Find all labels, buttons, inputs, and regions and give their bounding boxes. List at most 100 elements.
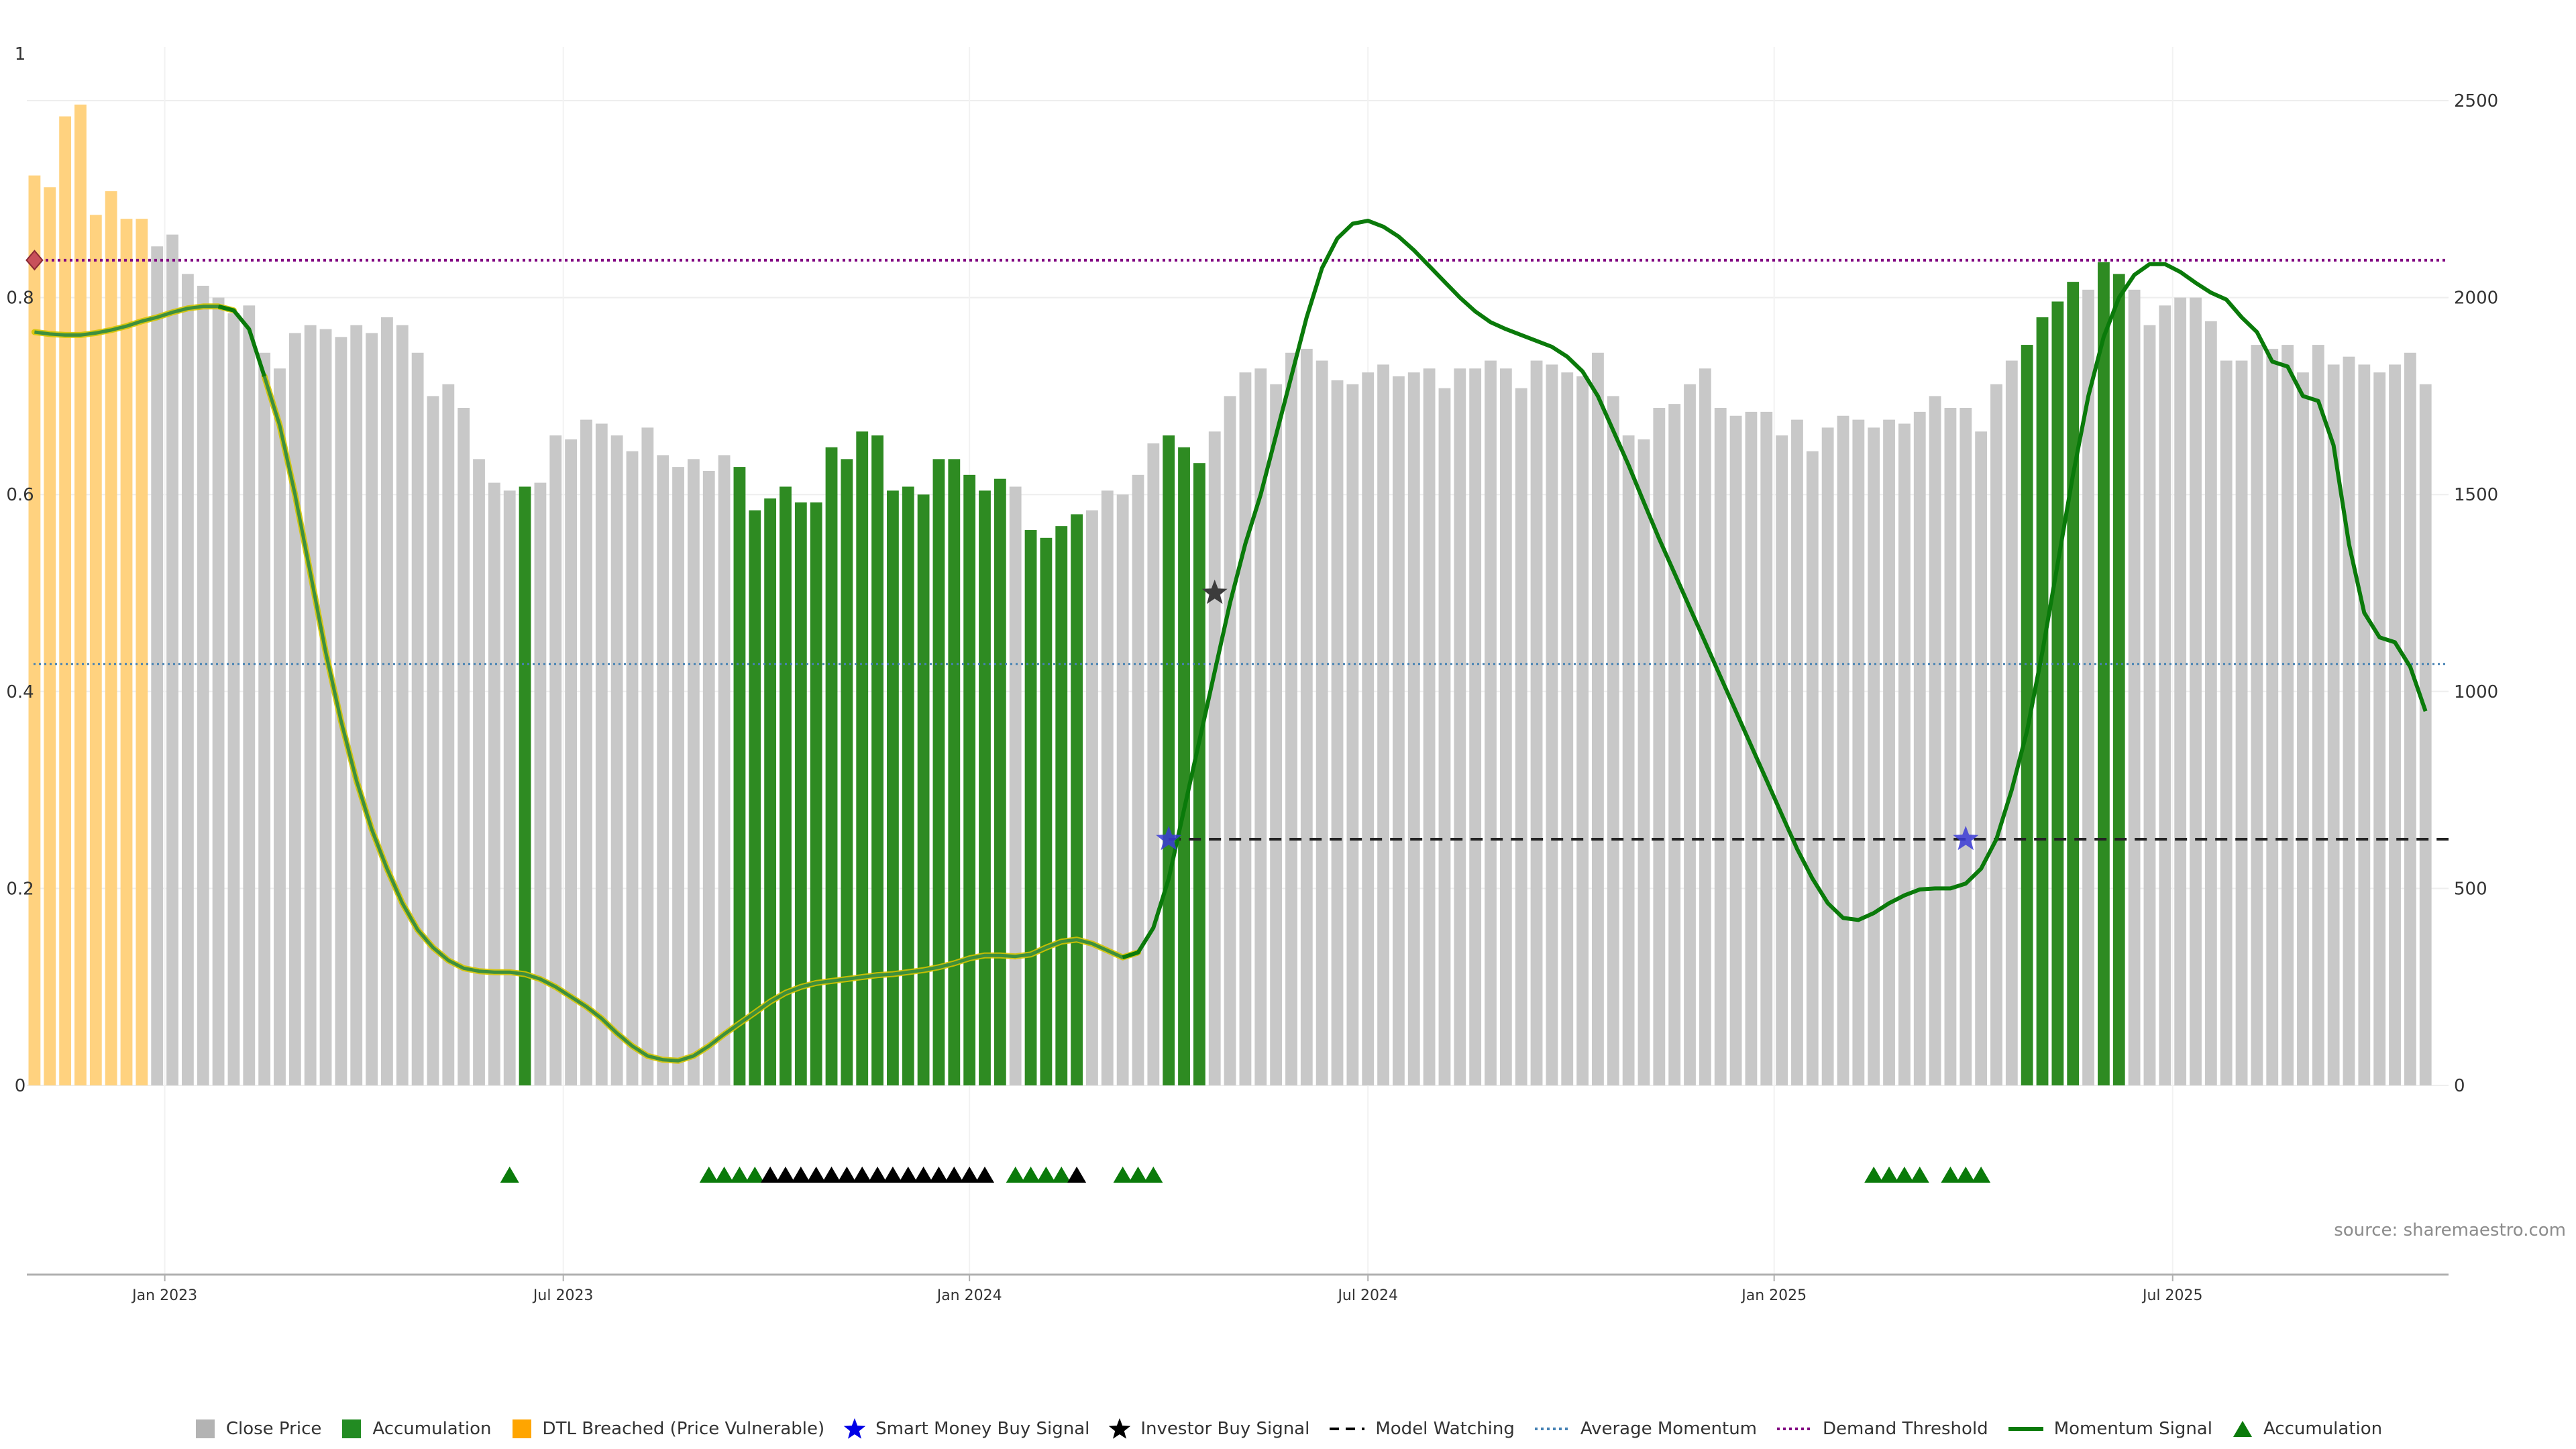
close-price-bar — [2373, 372, 2386, 1086]
close-price-bar — [2312, 345, 2324, 1086]
close-price-bar — [458, 408, 470, 1085]
lines-layer — [31, 219, 2449, 1064]
close-price-bar — [1576, 376, 1589, 1085]
accumulation-triangle — [1894, 1167, 1914, 1183]
close-price-bar — [641, 427, 654, 1085]
right-tick-label: 1500 — [2454, 485, 2498, 505]
legend-label: Accumulation — [2263, 1419, 2383, 1439]
accumulation-bar — [979, 490, 991, 1085]
close-price-bar — [1530, 360, 1543, 1085]
accumulation-triangle-black — [945, 1167, 964, 1183]
right-tick-label: 2000 — [2454, 288, 2498, 309]
close-price-bar — [1407, 372, 1420, 1086]
close-price-bar — [1438, 388, 1451, 1085]
close-price-bar — [1837, 415, 1849, 1085]
momentum-highlight — [261, 373, 1141, 1064]
source-label: source: sharemaestro.com — [2334, 1220, 2566, 1240]
accumulation-bar — [871, 435, 883, 1085]
close-price-bar — [2343, 356, 2355, 1086]
left-tick-label: 0 — [15, 1076, 26, 1096]
close-price-bar — [1546, 364, 1558, 1085]
legend-label: Smart Money Buy Signal — [875, 1419, 1090, 1439]
close-price-bar — [1270, 384, 1283, 1086]
legend-swatch — [342, 1419, 362, 1438]
left-tick-label: 0.8 — [6, 288, 34, 309]
dtl-breached-bar — [136, 219, 148, 1085]
close-price-bar — [1009, 486, 1022, 1085]
close-price-bar — [1776, 435, 1788, 1085]
close-price-bar — [274, 368, 286, 1085]
close-price-bar — [366, 333, 378, 1085]
close-price-bar — [1454, 368, 1466, 1085]
demand-threshold-marker — [25, 250, 44, 271]
close-price-bar — [411, 352, 424, 1085]
dtl-breached-bar — [44, 187, 56, 1086]
close-price-bar — [1607, 396, 1619, 1085]
accumulation-bar — [1193, 463, 1205, 1085]
accumulation-triangle — [1972, 1167, 1991, 1183]
accumulation-bar — [1024, 530, 1037, 1085]
close-price-bar — [1316, 360, 1328, 1085]
close-price-bar — [1622, 435, 1635, 1085]
close-price-bar — [1239, 372, 1252, 1086]
close-price-bar — [2204, 321, 2217, 1085]
legend-swatch — [512, 1419, 531, 1438]
close-price-bar — [288, 333, 301, 1085]
accumulation-triangle-black — [975, 1167, 995, 1183]
close-price-bar — [166, 234, 178, 1086]
momentum-signal-muted — [34, 305, 235, 337]
close-price-bar — [718, 455, 731, 1085]
close-price-bar — [534, 482, 547, 1085]
momentum-signal-line — [1122, 219, 2428, 960]
dtl-breached-bar — [89, 215, 102, 1086]
close-price-bar — [2389, 364, 2401, 1085]
accumulation-triangle-black — [837, 1167, 857, 1183]
accumulation-triangle-black — [960, 1167, 979, 1183]
accumulation-triangle — [1941, 1167, 1960, 1183]
accumulation-triangle-black — [914, 1167, 933, 1183]
momentum-signal-line — [217, 304, 266, 377]
legend-item: DTL Breached (Price Vulnerable) — [511, 1417, 824, 1440]
close-price-bar — [1960, 408, 1972, 1085]
right-tick-label: 1000 — [2454, 682, 2498, 702]
close-price-bar — [2419, 384, 2432, 1086]
close-price-bar — [549, 435, 562, 1085]
legend-item: Accumulation — [2231, 1417, 2382, 1440]
close-price-bar — [2159, 305, 2171, 1085]
close-price-bar — [1852, 419, 1865, 1085]
close-price-bar — [473, 459, 485, 1085]
close-price-bar — [427, 396, 439, 1085]
close-price-bar — [702, 470, 715, 1085]
left-tick-label: 1 — [15, 44, 26, 64]
legend-star — [1109, 1418, 1131, 1439]
close-price-bar — [1883, 419, 1895, 1085]
close-price-bar — [626, 451, 639, 1085]
close-price-bar — [1868, 427, 1880, 1085]
close-price-bar — [1423, 368, 1436, 1085]
legend-item: Model Watching — [1328, 1417, 1515, 1440]
close-price-bar — [2327, 364, 2340, 1085]
accumulation-bar — [902, 486, 914, 1085]
accumulation-triangle-black — [929, 1167, 949, 1183]
close-price-bar — [1362, 372, 1375, 1086]
accumulation-bar — [1055, 526, 1068, 1085]
dtl-breached-bar — [74, 104, 87, 1086]
x-tick-label: Jan 2024 — [936, 1287, 1002, 1304]
close-price-bar — [1147, 443, 1160, 1085]
close-price-bar — [350, 325, 363, 1086]
accumulation-triangle-black — [853, 1167, 872, 1183]
accumulation-triangle-black — [791, 1167, 810, 1183]
accumulation-triangle — [699, 1167, 718, 1183]
legend-item: Close Price — [194, 1417, 321, 1440]
accumulation-triangle-black — [806, 1167, 826, 1183]
accumulation-triangle — [1052, 1167, 1071, 1183]
close-price-bar — [672, 467, 684, 1085]
x-tick-label: Jul 2024 — [1336, 1287, 1398, 1304]
close-price-bar — [1132, 474, 1144, 1085]
chart-canvas: 0 0.2 0.4 0.6 0.8 1 0 500 1000 1500 2000 2500 Jan 20… — [6, 44, 2566, 1304]
close-price-bar — [565, 439, 578, 1085]
close-price-bar — [2143, 325, 2156, 1086]
close-price-bar — [687, 459, 700, 1085]
legend-item: Demand Threshold — [1776, 1417, 1988, 1440]
